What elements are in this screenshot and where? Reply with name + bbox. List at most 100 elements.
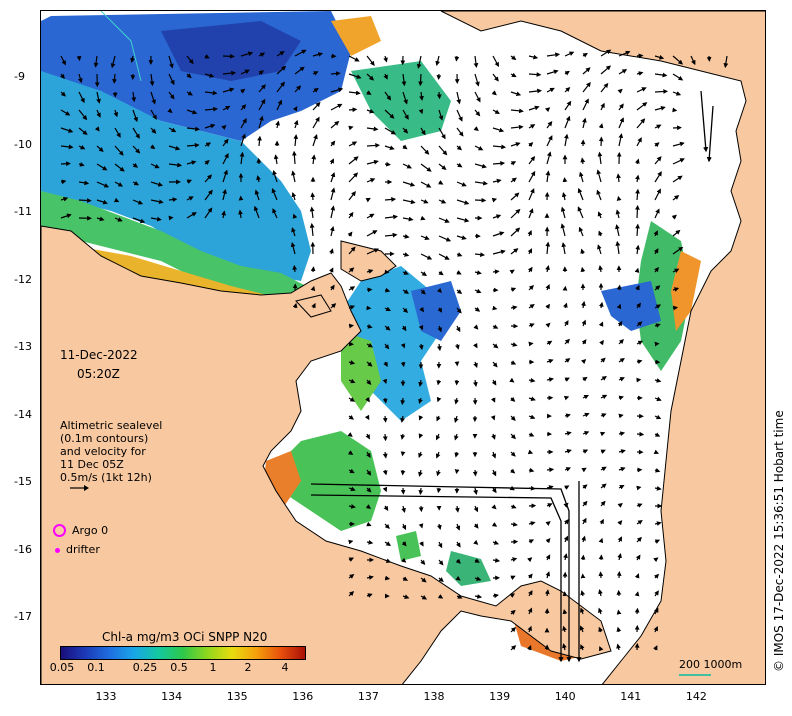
velocity-vector (60, 73, 65, 80)
velocity-vector (438, 235, 452, 242)
velocity-vector (329, 284, 335, 291)
velocity-vector (545, 107, 551, 113)
velocity-vector (672, 229, 681, 237)
map-canvas[interactable] (41, 11, 766, 685)
velocity-vector (132, 127, 140, 139)
velocity-vector (617, 520, 623, 526)
velocity-vector (311, 154, 317, 165)
velocity-vector (384, 325, 391, 331)
velocity-vector (402, 199, 416, 205)
velocity-vector (402, 594, 410, 599)
y-tick-label: -13 (14, 340, 32, 353)
velocity-vector (366, 230, 378, 237)
velocity-vector (420, 253, 433, 260)
colorbar-tick-label: 0.1 (87, 661, 105, 674)
velocity-vector (273, 154, 279, 165)
velocity-vector (564, 338, 570, 345)
velocity-vector (564, 467, 572, 472)
velocity-vector (348, 172, 359, 183)
velocity-vector (597, 211, 603, 219)
velocity-vector (545, 322, 551, 328)
velocity-vector (617, 553, 622, 561)
velocity-vector (600, 82, 609, 93)
velocity-vector (635, 285, 640, 291)
velocity-vector (150, 216, 162, 222)
velocity-vector (546, 121, 553, 129)
velocity-vector (382, 486, 388, 493)
map-frame[interactable] (40, 10, 766, 685)
velocity-vector (653, 557, 659, 563)
velocity-vector (618, 431, 626, 437)
velocity-vector (672, 246, 684, 255)
velocity-vector (654, 89, 669, 94)
y-tick-label: -14 (14, 407, 32, 421)
velocity-vector (598, 321, 604, 327)
velocity-vector (149, 73, 155, 87)
velocity-vector (492, 324, 499, 329)
velocity-vector (96, 163, 108, 171)
velocity-vector (528, 377, 536, 383)
velocity-vector (384, 197, 397, 202)
velocity-vector (563, 535, 569, 543)
velocity-vector (186, 142, 200, 148)
x-tick-label: 133 (95, 690, 117, 703)
velocity-vector (348, 378, 356, 384)
velocity-vector (204, 189, 213, 201)
y-tick-label: -12 (14, 272, 32, 286)
velocity-vector (276, 51, 285, 57)
velocity-vector (348, 573, 355, 579)
velocity-vector (654, 539, 661, 544)
velocity-vector (364, 414, 370, 421)
velocity-vector (312, 101, 321, 111)
velocity-vector (510, 124, 524, 130)
velocity-vector (294, 66, 305, 75)
velocity-vector (582, 500, 588, 507)
velocity-vector (510, 645, 517, 651)
velocity-vector (186, 73, 192, 79)
velocity-vector (527, 573, 533, 579)
velocity-vector (382, 415, 388, 423)
velocity-vector (420, 577, 427, 583)
velocity-vector (402, 234, 410, 239)
velocity-vector (456, 289, 463, 295)
colorbar-tick-label: 1 (209, 661, 217, 674)
velocity-vector (582, 431, 590, 436)
velocity-vector (436, 523, 442, 530)
x-tick-label: 141 (620, 690, 642, 703)
velocity-vector (204, 160, 210, 165)
velocity-vector (528, 142, 534, 148)
velocity-vector (330, 103, 343, 111)
velocity-vector (402, 144, 408, 150)
velocity-vector (617, 320, 623, 327)
velocity-vector (456, 270, 462, 275)
velocity-vector (204, 106, 218, 112)
velocity-vector (400, 397, 406, 406)
velocity-vector (132, 180, 140, 186)
velocity-vector (599, 431, 606, 437)
velocity-vector (132, 145, 141, 154)
velocity-vector (474, 197, 487, 203)
velocity-vector (419, 306, 424, 313)
velocity-vector (564, 413, 571, 419)
velocity-vector (616, 173, 621, 183)
velocity-vector (510, 287, 517, 292)
velocity-vector (271, 187, 278, 201)
velocity-vector (348, 414, 354, 420)
velocity-vector (654, 414, 662, 420)
velocity-vector (582, 517, 587, 525)
velocity-vector (456, 127, 464, 137)
velocity-vector (60, 109, 71, 116)
velocity-vector (654, 590, 659, 597)
velocity-vector (238, 209, 243, 219)
velocity-vector (436, 379, 442, 386)
velocity-vector (309, 206, 315, 219)
velocity-vector (366, 55, 375, 66)
velocity-vector (384, 232, 398, 238)
x-tick-label: 137 (357, 690, 379, 703)
velocity-vector (312, 87, 319, 93)
velocity-vector (671, 214, 677, 220)
velocity-vector (510, 208, 521, 219)
velocity-vector (258, 115, 264, 129)
x-tick-label: 134 (161, 690, 183, 703)
velocity-vector (492, 127, 505, 133)
